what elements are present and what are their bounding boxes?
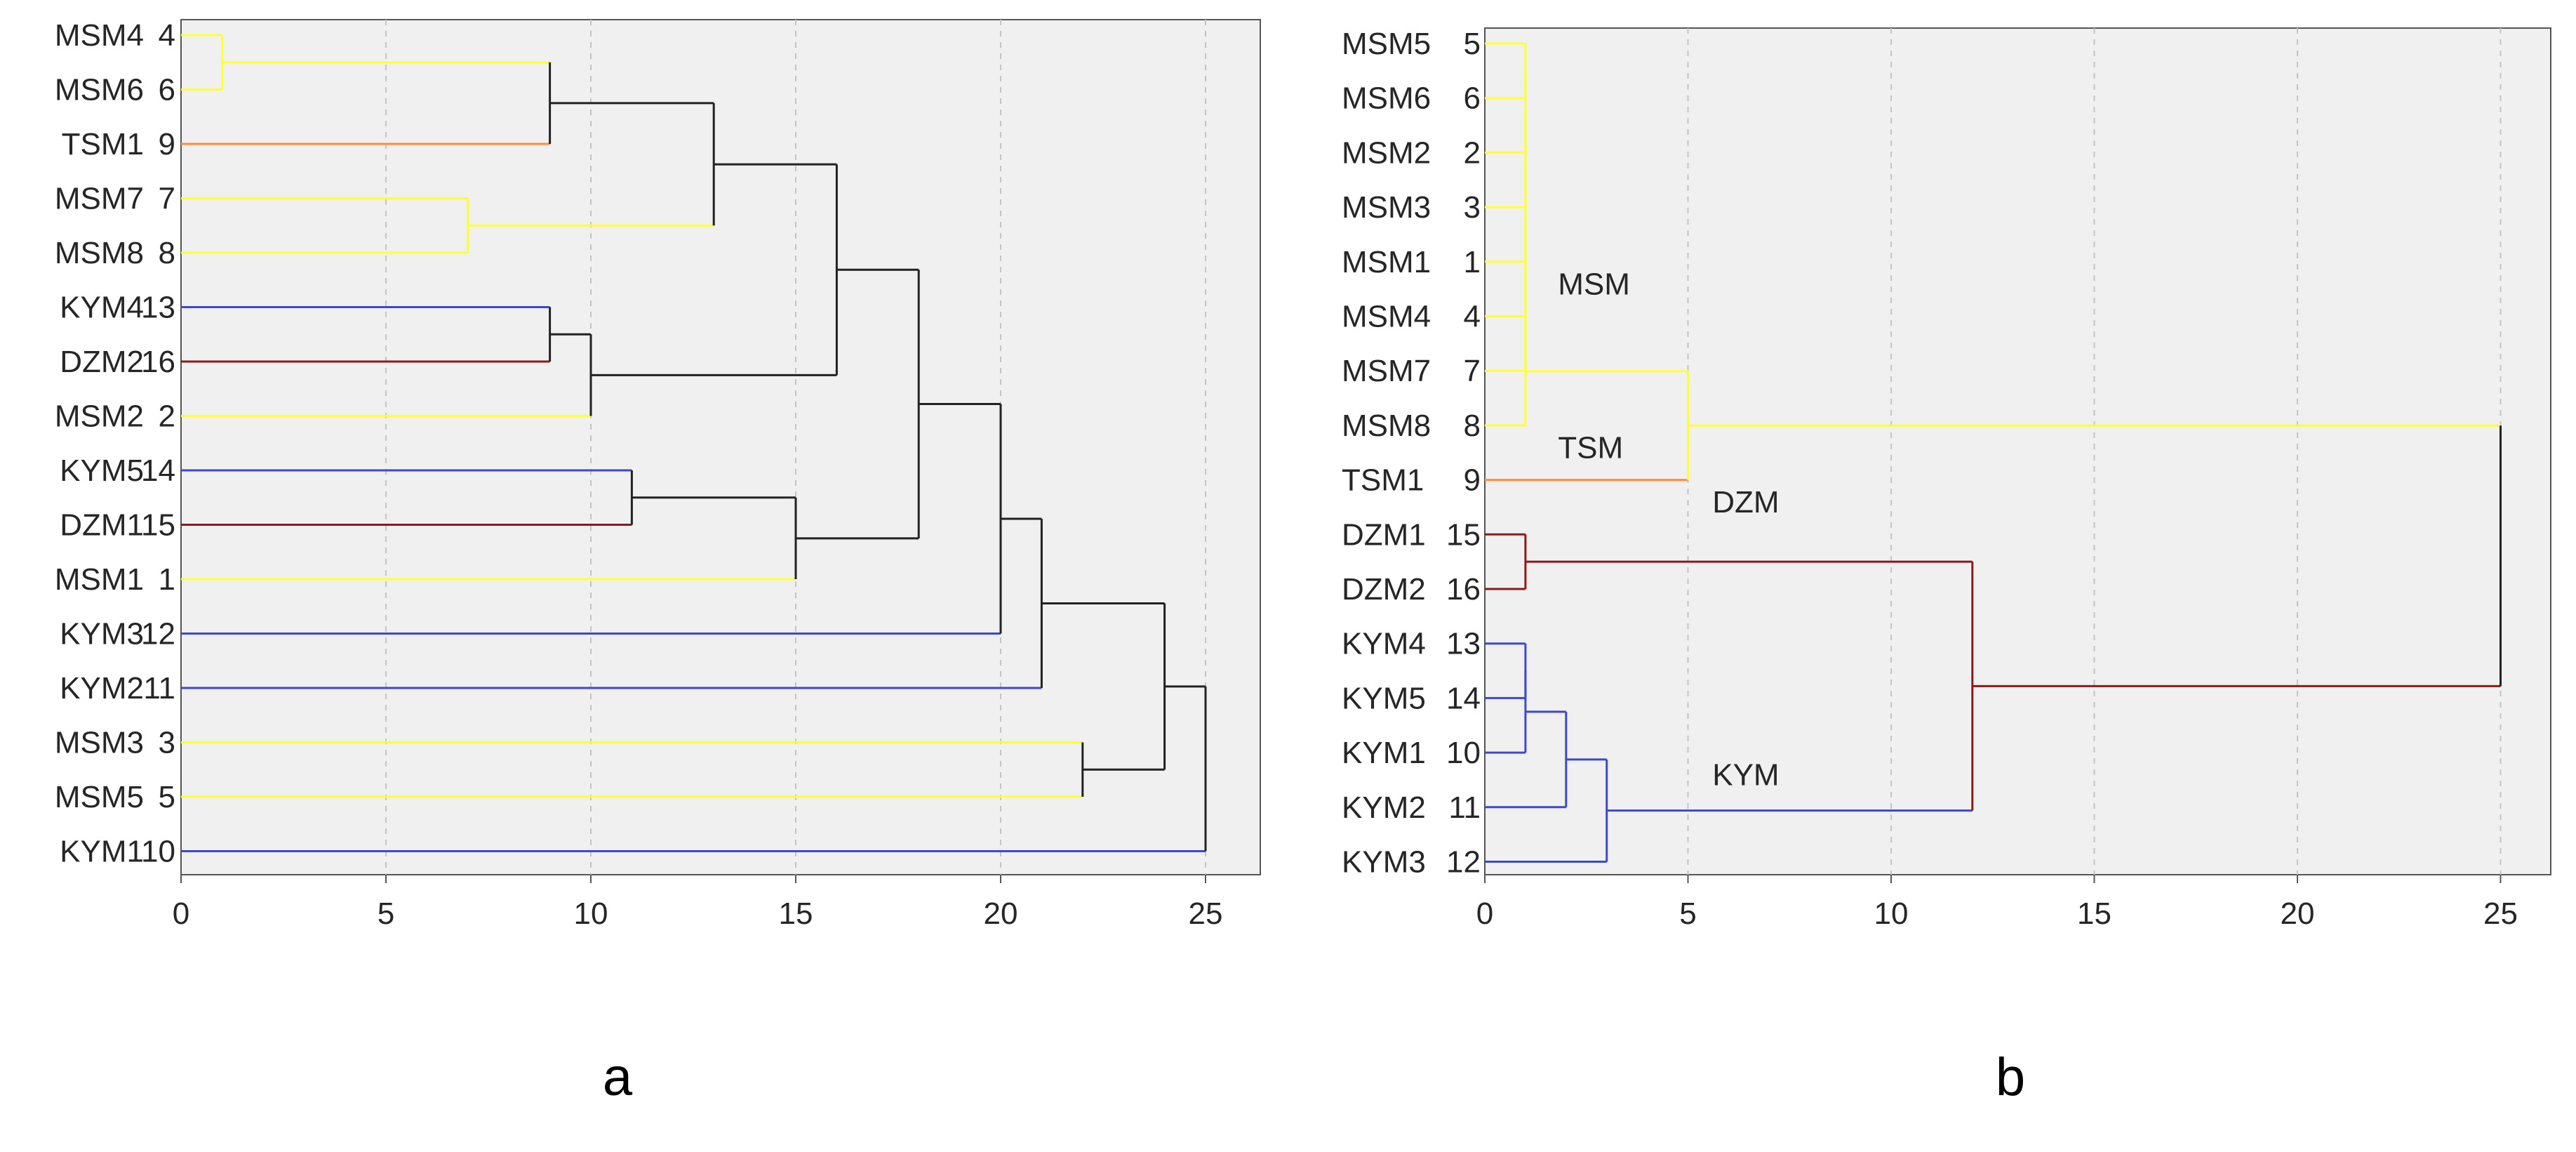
leaf-label: MSM1 (55, 562, 144, 597)
leaf-number: 5 (159, 780, 175, 814)
cluster-annotation: TSM (1558, 431, 1623, 465)
leaf-label: TSM1 (62, 127, 144, 161)
leaf-number: 1 (1464, 245, 1481, 279)
x-tick-label: 5 (378, 896, 394, 931)
leaf-label: MSM2 (55, 399, 144, 434)
leaf-number: 9 (159, 127, 175, 161)
leaf-label: KYM3 (60, 617, 144, 651)
leaf-label: DZM2 (60, 345, 144, 379)
leaf-label: TSM1 (1342, 463, 1424, 498)
leaf-label: KYM2 (60, 671, 144, 706)
x-tick-label: 0 (1476, 896, 1493, 931)
x-tick-label: 10 (1874, 896, 1909, 931)
leaf-number: 15 (141, 508, 175, 543)
x-tick-label: 10 (574, 896, 608, 931)
leaf-number: 16 (141, 345, 175, 379)
leaf-label: KYM1 (1342, 736, 1426, 770)
leaf-label: KYM5 (1342, 681, 1426, 715)
leaf-label: MSM6 (1342, 81, 1431, 116)
leaf-number: 14 (141, 453, 175, 488)
cluster-annotation: KYM (1712, 758, 1779, 793)
leaf-number: 16 (1446, 572, 1481, 607)
leaf-number: 12 (141, 617, 175, 651)
leaf-label: MSM4 (1342, 300, 1431, 334)
leaf-label: KYM1 (60, 835, 144, 869)
leaf-number: 15 (1446, 517, 1481, 552)
leaf-label: MSM7 (1342, 354, 1431, 388)
leaf-label: MSM7 (55, 182, 144, 216)
x-tick-label: 20 (2281, 896, 2315, 931)
leaf-number: 3 (159, 726, 175, 760)
leaf-number: 13 (141, 291, 175, 325)
x-tick-label: 20 (984, 896, 1018, 931)
leaf-label: DZM1 (60, 508, 144, 543)
leaf-number: 2 (159, 399, 175, 434)
leaf-number: 4 (1464, 300, 1481, 334)
leaf-label: MSM3 (1342, 190, 1431, 225)
leaf-label: KYM3 (1342, 845, 1426, 880)
leaf-label: DZM1 (1342, 517, 1426, 552)
leaf-number: 7 (1464, 354, 1481, 388)
leaf-label: MSM6 (55, 73, 144, 107)
panel-label: b (1996, 1047, 2025, 1107)
leaf-number: 2 (1464, 135, 1481, 170)
panel-label: a (603, 1047, 633, 1107)
leaf-number: 3 (1464, 190, 1481, 225)
plot-area (180, 19, 1261, 875)
leaf-label: KYM4 (1342, 627, 1426, 661)
leaf-label: MSM4 (55, 18, 144, 53)
leaf-label: KYM4 (60, 291, 144, 325)
leaf-number: 9 (1464, 463, 1481, 498)
x-tick-label: 25 (1189, 896, 1223, 931)
leaf-number: 11 (143, 671, 175, 706)
leaf-number: 7 (159, 182, 175, 216)
leaf-number: 14 (1446, 681, 1481, 715)
x-tick-label: 5 (1679, 896, 1696, 931)
leaf-label: MSM5 (1342, 27, 1431, 61)
leaf-number: 13 (1446, 627, 1481, 661)
leaf-number: 11 (1448, 790, 1481, 825)
leaf-label: MSM5 (55, 780, 144, 814)
leaf-number: 4 (159, 18, 175, 53)
leaf-label: KYM2 (1342, 790, 1426, 825)
leaf-number: 12 (1446, 845, 1481, 880)
x-tick-label: 15 (2077, 896, 2111, 931)
cluster-annotation: MSM (1558, 267, 1630, 301)
leaf-number: 8 (1464, 409, 1481, 443)
leaf-label: DZM2 (1342, 572, 1426, 607)
leaf-label: MSM3 (55, 726, 144, 760)
leaf-number: 8 (159, 236, 175, 270)
leaf-label: MSM1 (1342, 245, 1431, 279)
leaf-number: 6 (159, 73, 175, 107)
leaf-number: 6 (1464, 81, 1481, 116)
leaf-number: 1 (159, 562, 175, 597)
leaf-number: 5 (1464, 27, 1481, 61)
x-tick-label: 0 (173, 896, 189, 931)
x-tick-label: 25 (2483, 896, 2518, 931)
leaf-label: MSM8 (55, 236, 144, 270)
leaf-number: 10 (141, 835, 175, 869)
leaf-label: MSM2 (1342, 135, 1431, 170)
leaf-label: KYM5 (60, 453, 144, 488)
cluster-annotation: DZM (1712, 485, 1779, 519)
leaf-label: MSM8 (1342, 409, 1431, 443)
plot-area (1484, 27, 2551, 875)
leaf-number: 10 (1446, 736, 1481, 770)
x-tick-label: 15 (779, 896, 813, 931)
